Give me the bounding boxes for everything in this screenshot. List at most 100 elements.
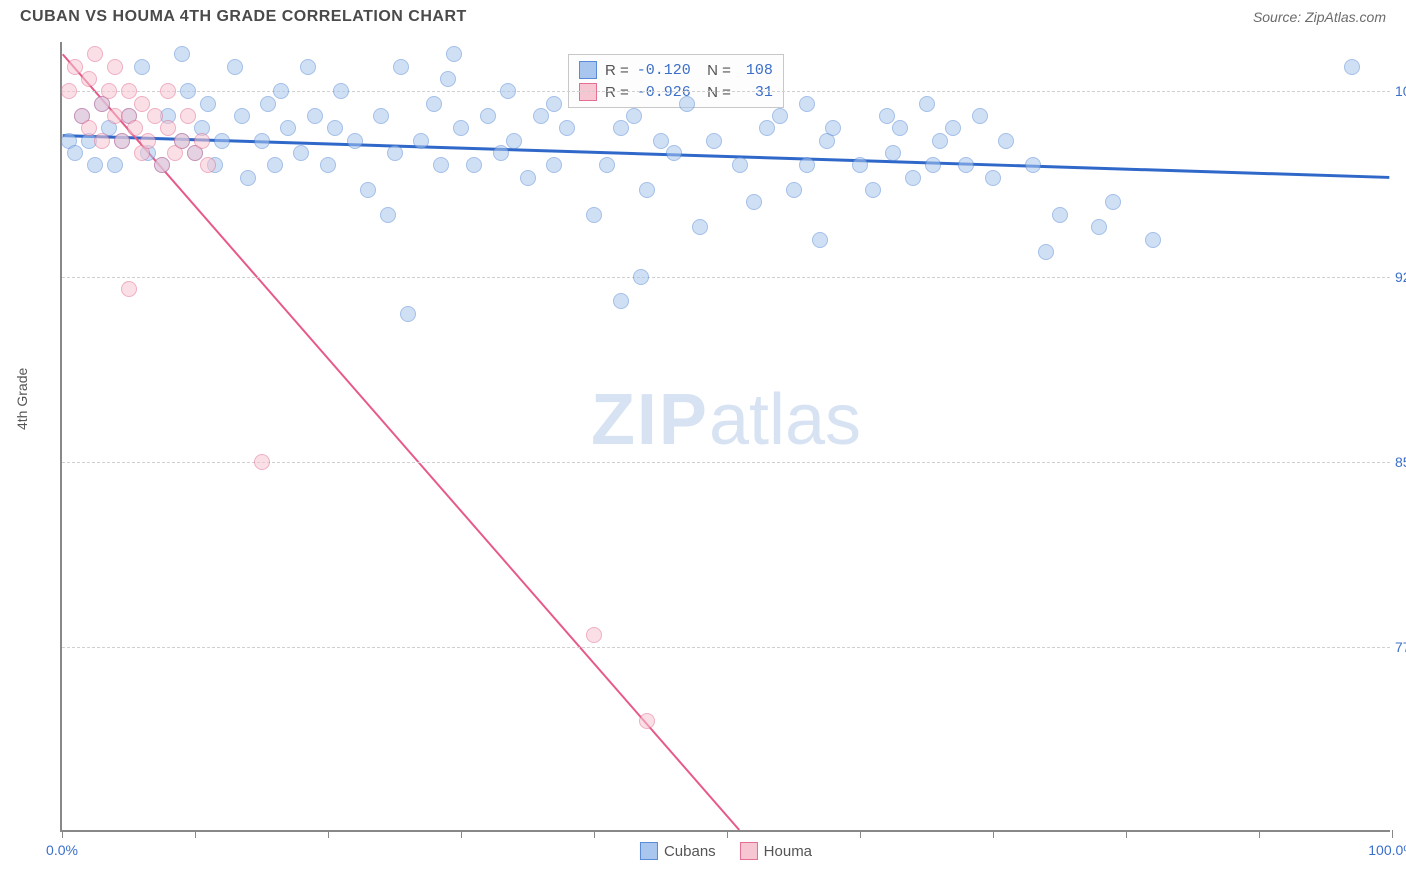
data-point [1052, 207, 1068, 223]
data-point [81, 71, 97, 87]
legend-swatch [640, 842, 658, 860]
data-point [466, 157, 482, 173]
trend-lines-layer [62, 42, 1390, 830]
data-point [121, 83, 137, 99]
x-tick [461, 830, 462, 838]
data-point [506, 133, 522, 149]
legend-swatch [740, 842, 758, 860]
x-tick [1392, 830, 1393, 838]
y-tick-label: 77.5% [1395, 639, 1406, 655]
data-point [300, 59, 316, 75]
data-point [134, 59, 150, 75]
data-point [200, 96, 216, 112]
data-point [586, 207, 602, 223]
data-point [373, 108, 389, 124]
data-point [347, 133, 363, 149]
x-tick [195, 830, 196, 838]
data-point [121, 281, 137, 297]
stat-n-label: N = [699, 62, 731, 79]
data-point [94, 133, 110, 149]
data-point [972, 108, 988, 124]
data-point [81, 120, 97, 136]
data-point [387, 145, 403, 161]
data-point [267, 157, 283, 173]
data-point [254, 133, 270, 149]
data-point [639, 182, 655, 198]
data-point [958, 157, 974, 173]
data-point [180, 83, 196, 99]
data-point [413, 133, 429, 149]
data-point [234, 108, 250, 124]
data-point [446, 46, 462, 62]
data-point [154, 157, 170, 173]
x-tick [1126, 830, 1127, 838]
stat-r-value: -0.120 [637, 62, 691, 79]
data-point [852, 157, 868, 173]
legend-label: Houma [764, 843, 812, 860]
data-point [799, 96, 815, 112]
data-point [480, 108, 496, 124]
data-point [546, 96, 562, 112]
x-tick [993, 830, 994, 838]
data-point [1038, 244, 1054, 260]
data-point [559, 120, 575, 136]
data-point [174, 46, 190, 62]
legend-swatch [579, 61, 597, 79]
y-axis-label: 4th Grade [14, 368, 30, 430]
data-point [925, 157, 941, 173]
data-point [692, 219, 708, 235]
y-tick-label: 92.5% [1395, 269, 1406, 285]
gridline [62, 91, 1390, 92]
data-point [426, 96, 442, 112]
data-point [666, 145, 682, 161]
data-point [360, 182, 376, 198]
data-point [732, 157, 748, 173]
source-attribution: Source: ZipAtlas.com [1253, 9, 1386, 25]
data-point [107, 157, 123, 173]
data-point [919, 96, 935, 112]
data-point [533, 108, 549, 124]
data-point [586, 627, 602, 643]
correlation-stats-legend: R =-0.120 N =108R =-0.926 N =31 [568, 54, 784, 108]
data-point [127, 120, 143, 136]
data-point [998, 133, 1014, 149]
data-point [227, 59, 243, 75]
data-point [706, 133, 722, 149]
data-point [174, 133, 190, 149]
data-point [1105, 194, 1121, 210]
data-point [493, 145, 509, 161]
data-point [500, 83, 516, 99]
data-point [613, 293, 629, 309]
data-point [1344, 59, 1360, 75]
stat-legend-row: R =-0.120 N =108 [579, 59, 773, 81]
data-point [134, 96, 150, 112]
legend-item: Cubans [640, 842, 716, 860]
data-point [280, 120, 296, 136]
data-point [679, 96, 695, 112]
data-point [1025, 157, 1041, 173]
data-point [1091, 219, 1107, 235]
watermark: ZIPatlas [591, 379, 861, 461]
data-point [67, 59, 83, 75]
data-point [107, 59, 123, 75]
data-point [453, 120, 469, 136]
data-point [746, 194, 762, 210]
data-point [520, 170, 536, 186]
x-tick [1259, 830, 1260, 838]
x-tick-label: 0.0% [46, 842, 78, 858]
data-point [240, 170, 256, 186]
data-point [200, 157, 216, 173]
data-point [825, 120, 841, 136]
scatter-plot-area: ZIPatlas R =-0.120 N =108R =-0.926 N =31… [60, 42, 1390, 832]
data-point [147, 108, 163, 124]
data-point [254, 454, 270, 470]
data-point [639, 713, 655, 729]
data-point [945, 120, 961, 136]
legend-label: Cubans [664, 843, 716, 860]
x-tick [328, 830, 329, 838]
data-point [214, 133, 230, 149]
data-point [333, 83, 349, 99]
stat-n-value: 108 [739, 62, 773, 79]
data-point [440, 71, 456, 87]
data-point [194, 133, 210, 149]
